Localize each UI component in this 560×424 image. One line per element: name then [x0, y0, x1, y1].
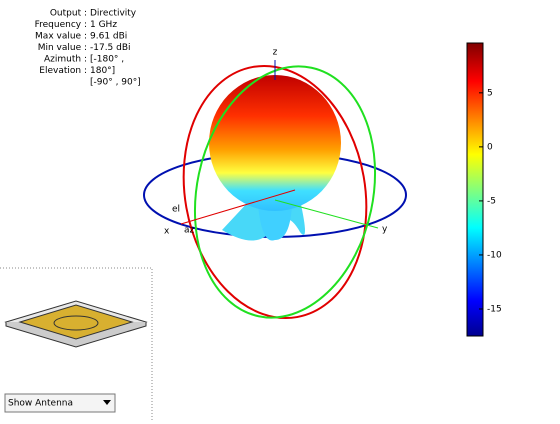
elevation-ring-1 — [182, 64, 368, 320]
x-label: x — [164, 227, 170, 237]
y-axis — [274, 199, 379, 229]
info-value: [-90° , 90°] — [90, 78, 141, 88]
info-value: 9.61 dBi — [90, 32, 127, 42]
elevation-ring-2 — [193, 65, 377, 319]
z-label: z — [273, 48, 278, 58]
info-label: Min value : — [38, 43, 87, 53]
x-axis — [180, 189, 296, 225]
dropdown-label[interactable]: Show Antenna — [8, 399, 73, 409]
info-value: 1 GHz — [90, 20, 117, 30]
az-label: az — [184, 226, 195, 236]
colorbar — [466, 42, 484, 337]
info-value: Directivity — [90, 9, 137, 19]
colorbar-tick-label: 5 — [487, 88, 493, 98]
colorbar-tick-label: -10 — [487, 250, 502, 260]
lobe-bottom — [258, 205, 292, 241]
info-label: Max value : — [35, 32, 87, 42]
colorbar-tick-label: 0 — [487, 142, 493, 152]
el-label: el — [172, 205, 180, 215]
info-value: 180°] — [90, 66, 115, 76]
info-value: [-180° , — [90, 55, 124, 65]
colorbar-tick-label: -5 — [487, 196, 496, 206]
info-label: Frequency : — [35, 20, 87, 30]
dropdown[interactable]: Show Antenna — [4, 393, 116, 413]
info-label: Output : — [50, 9, 87, 19]
pattern-plot: z y x el az — [143, 48, 407, 320]
info-value: -17.5 dBi — [90, 43, 131, 53]
main-lobe — [209, 75, 341, 211]
info-label: Elevation : — [39, 66, 87, 76]
info-label: Azimuth : — [44, 55, 87, 65]
antenna-panel — [0, 267, 153, 420]
y-label: y — [382, 225, 388, 235]
colorbar-tick-label: -15 — [487, 304, 502, 314]
